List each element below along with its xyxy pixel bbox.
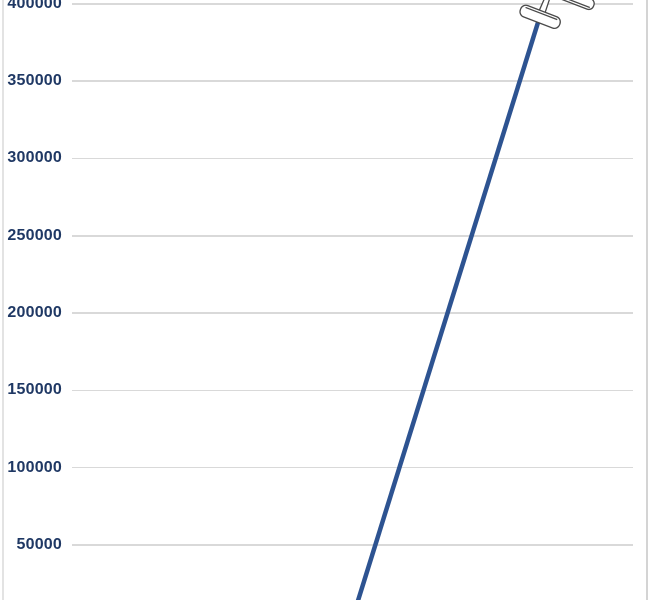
gridline	[72, 3, 633, 5]
airplane-wing	[506, 0, 595, 11]
series-line	[355, 21, 541, 600]
airplane-tail	[519, 4, 561, 29]
y-tick-label: 350000	[7, 72, 62, 90]
plot-left-border	[2, 0, 4, 600]
gridline	[72, 389, 633, 392]
y-tick-label: 250000	[7, 226, 62, 244]
gridline	[72, 157, 633, 160]
plot-right-border	[646, 0, 648, 600]
gridline	[72, 312, 633, 314]
gridline	[72, 80, 633, 82]
y-tick-label: 400000	[7, 0, 62, 12]
airplane-icon	[506, 0, 595, 29]
y-tick-label: 50000	[16, 535, 62, 553]
gridline	[72, 544, 633, 546]
y-tick-label: 300000	[7, 149, 62, 167]
y-tick-label: 100000	[7, 458, 62, 476]
airplane-tail-edge	[525, 6, 558, 21]
gridline	[72, 235, 633, 237]
y-tick-label: 150000	[7, 381, 62, 399]
y-tick-label: 200000	[7, 304, 62, 322]
gridline	[72, 466, 633, 469]
airplane-wing-edge	[555, 0, 591, 9]
